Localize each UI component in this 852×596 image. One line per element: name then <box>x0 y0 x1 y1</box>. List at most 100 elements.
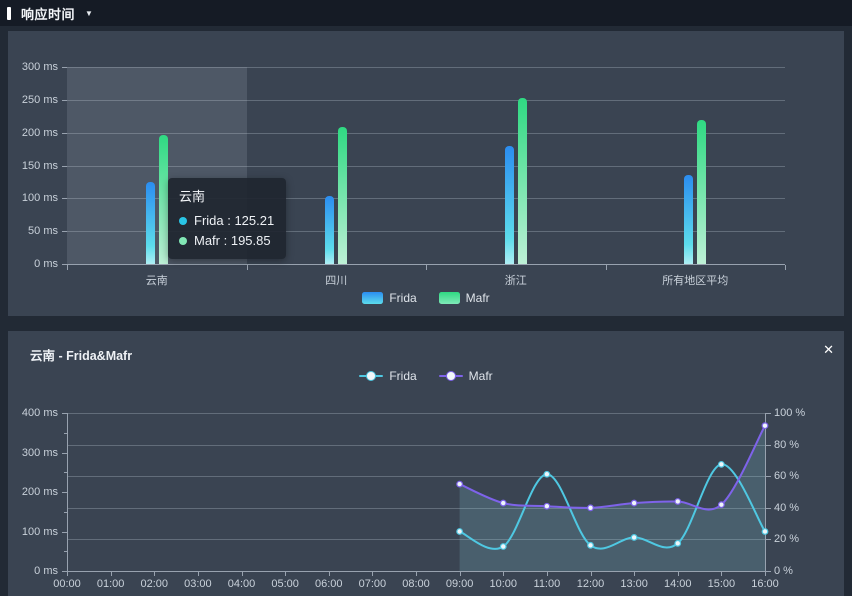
data-point-mafr[interactable] <box>717 501 725 509</box>
legend-label: Mafr <box>465 291 490 305</box>
right-axis-label: 100 % <box>774 407 806 419</box>
y-axis-label: 200 ms <box>21 126 58 139</box>
y-axis-tick <box>62 67 67 68</box>
x-axis-tick <box>67 265 68 270</box>
left-axis-line <box>67 413 68 571</box>
x-axis-tick <box>590 572 592 576</box>
data-point-frida[interactable] <box>587 541 594 549</box>
x-axis-time-label: 14:00 <box>663 578 692 590</box>
legend-label: Frida <box>389 369 417 383</box>
legend-label: Mafr <box>468 369 493 383</box>
data-point-mafr[interactable] <box>543 502 551 510</box>
data-point-frida[interactable] <box>630 534 638 541</box>
x-axis-time-label: 11:00 <box>533 578 561 590</box>
bar-chart-legend: Frida Mafr <box>8 291 844 305</box>
x-axis-time-label: 00:00 <box>53 578 81 590</box>
y-axis-label: 250 ms <box>21 93 58 106</box>
right-axis-label: 60 % <box>774 470 800 483</box>
x-axis-tick <box>285 572 287 576</box>
grid-line <box>67 444 765 446</box>
left-axis-tick <box>62 452 67 454</box>
x-axis-tick <box>765 572 766 576</box>
x-axis-tick <box>503 572 505 576</box>
data-point-frida[interactable] <box>761 528 769 535</box>
page-header: 响应时间 ▼ <box>0 0 852 26</box>
chevron-down-icon[interactable]: ▼ <box>85 8 93 18</box>
x-axis-time-label: 01:00 <box>96 578 125 590</box>
region-detail-line-chart-panel: 云南 - Frida&Mafr ✕ 100 % 80 % 60 % 40 % 20 % 0… <box>8 331 844 596</box>
y-axis-tick <box>62 132 67 134</box>
legend-item-mafr[interactable]: Mafr <box>438 291 490 305</box>
x-axis-tick <box>721 572 723 576</box>
x-axis-tick <box>459 572 461 576</box>
legend-swatch-icon <box>362 292 384 304</box>
x-axis-tick <box>546 572 548 576</box>
y-axis-tick <box>62 264 67 265</box>
x-axis-time-label: 15:00 <box>707 578 736 590</box>
bar-frida-云南[interactable] <box>145 181 155 264</box>
data-point-frida[interactable] <box>674 539 682 547</box>
legend-line-marker-icon <box>438 371 463 381</box>
data-point-frida[interactable] <box>456 528 464 535</box>
y-axis-label: 100 ms <box>21 192 58 205</box>
response-time-bar-chart-panel: 300 ms 250 ms 200 ms 150 ms 100 ms 50 ms 0 ms 云… <box>8 31 844 316</box>
bar-mafr-所有地区平均[interactable] <box>697 120 707 264</box>
tooltip-row: Mafr : 195.85 <box>179 231 275 251</box>
legend-item-frida[interactable]: Frida <box>362 291 417 305</box>
x-axis-tick <box>426 265 427 270</box>
legend-circle <box>366 371 377 381</box>
x-axis-tick <box>197 572 199 576</box>
data-point-mafr[interactable] <box>674 498 682 505</box>
x-axis-tick <box>246 265 248 270</box>
x-axis-tick <box>110 572 112 576</box>
right-axis-tick <box>766 413 771 414</box>
data-point-mafr[interactable] <box>456 480 464 488</box>
x-axis-time-label: 07:00 <box>358 578 387 590</box>
x-axis-line <box>67 571 766 572</box>
bar-mafr-云南[interactable] <box>158 135 168 264</box>
bar-frida-浙江[interactable] <box>504 145 514 264</box>
y-axis-tick <box>62 231 67 233</box>
bar-mafr-四川[interactable] <box>338 127 348 264</box>
grid-line <box>67 476 765 478</box>
data-point-mafr[interactable] <box>630 499 638 507</box>
x-axis-tick <box>605 265 607 270</box>
data-point-frida[interactable] <box>543 470 551 478</box>
series-dot-icon <box>179 217 187 225</box>
data-point-frida[interactable] <box>717 460 725 468</box>
x-axis-category-label: 云南 <box>145 275 168 287</box>
data-point-mafr[interactable] <box>587 504 594 512</box>
close-icon[interactable]: ✕ <box>823 342 834 357</box>
x-axis-tick <box>372 572 374 576</box>
left-axis-label: 200 ms <box>21 486 58 498</box>
tooltip-value: Mafr : 195.85 <box>194 233 271 248</box>
data-point-frida[interactable] <box>499 543 507 550</box>
right-axis-tick <box>766 571 771 572</box>
bar-frida-四川[interactable] <box>325 196 335 264</box>
tooltip-title: 云南 <box>179 189 206 204</box>
left-axis-tick <box>62 531 67 533</box>
left-axis-tick <box>62 413 67 414</box>
right-axis-label: 20 % <box>774 533 800 546</box>
right-axis-label: 80 % <box>774 438 800 451</box>
right-axis-line <box>765 413 766 571</box>
x-axis-time-label: 03:00 <box>184 578 212 590</box>
data-point-mafr[interactable] <box>499 499 507 507</box>
x-axis-tick <box>154 572 156 576</box>
left-axis-minor-tick <box>64 432 67 434</box>
line-mafr[interactable] <box>458 424 766 511</box>
left-axis-label: 0 ms <box>34 565 58 577</box>
x-axis-time-label: 10:00 <box>489 578 518 590</box>
tooltip-value: Frida : 125.21 <box>194 213 275 228</box>
bar-mafr-浙江[interactable] <box>517 97 527 264</box>
x-axis-time-label: 09:00 <box>445 578 474 590</box>
x-axis-tick <box>328 572 330 576</box>
data-point-mafr[interactable] <box>761 422 769 430</box>
line-chart-plot <box>456 422 769 571</box>
x-axis-tick <box>416 572 417 576</box>
bar-frida-所有地区平均[interactable] <box>684 174 694 264</box>
legend-item-mafr[interactable]: Mafr <box>438 369 493 383</box>
legend-item-frida[interactable]: Frida <box>359 369 417 383</box>
left-axis-label: 400 ms <box>21 407 58 419</box>
right-axis-tick <box>766 539 771 541</box>
